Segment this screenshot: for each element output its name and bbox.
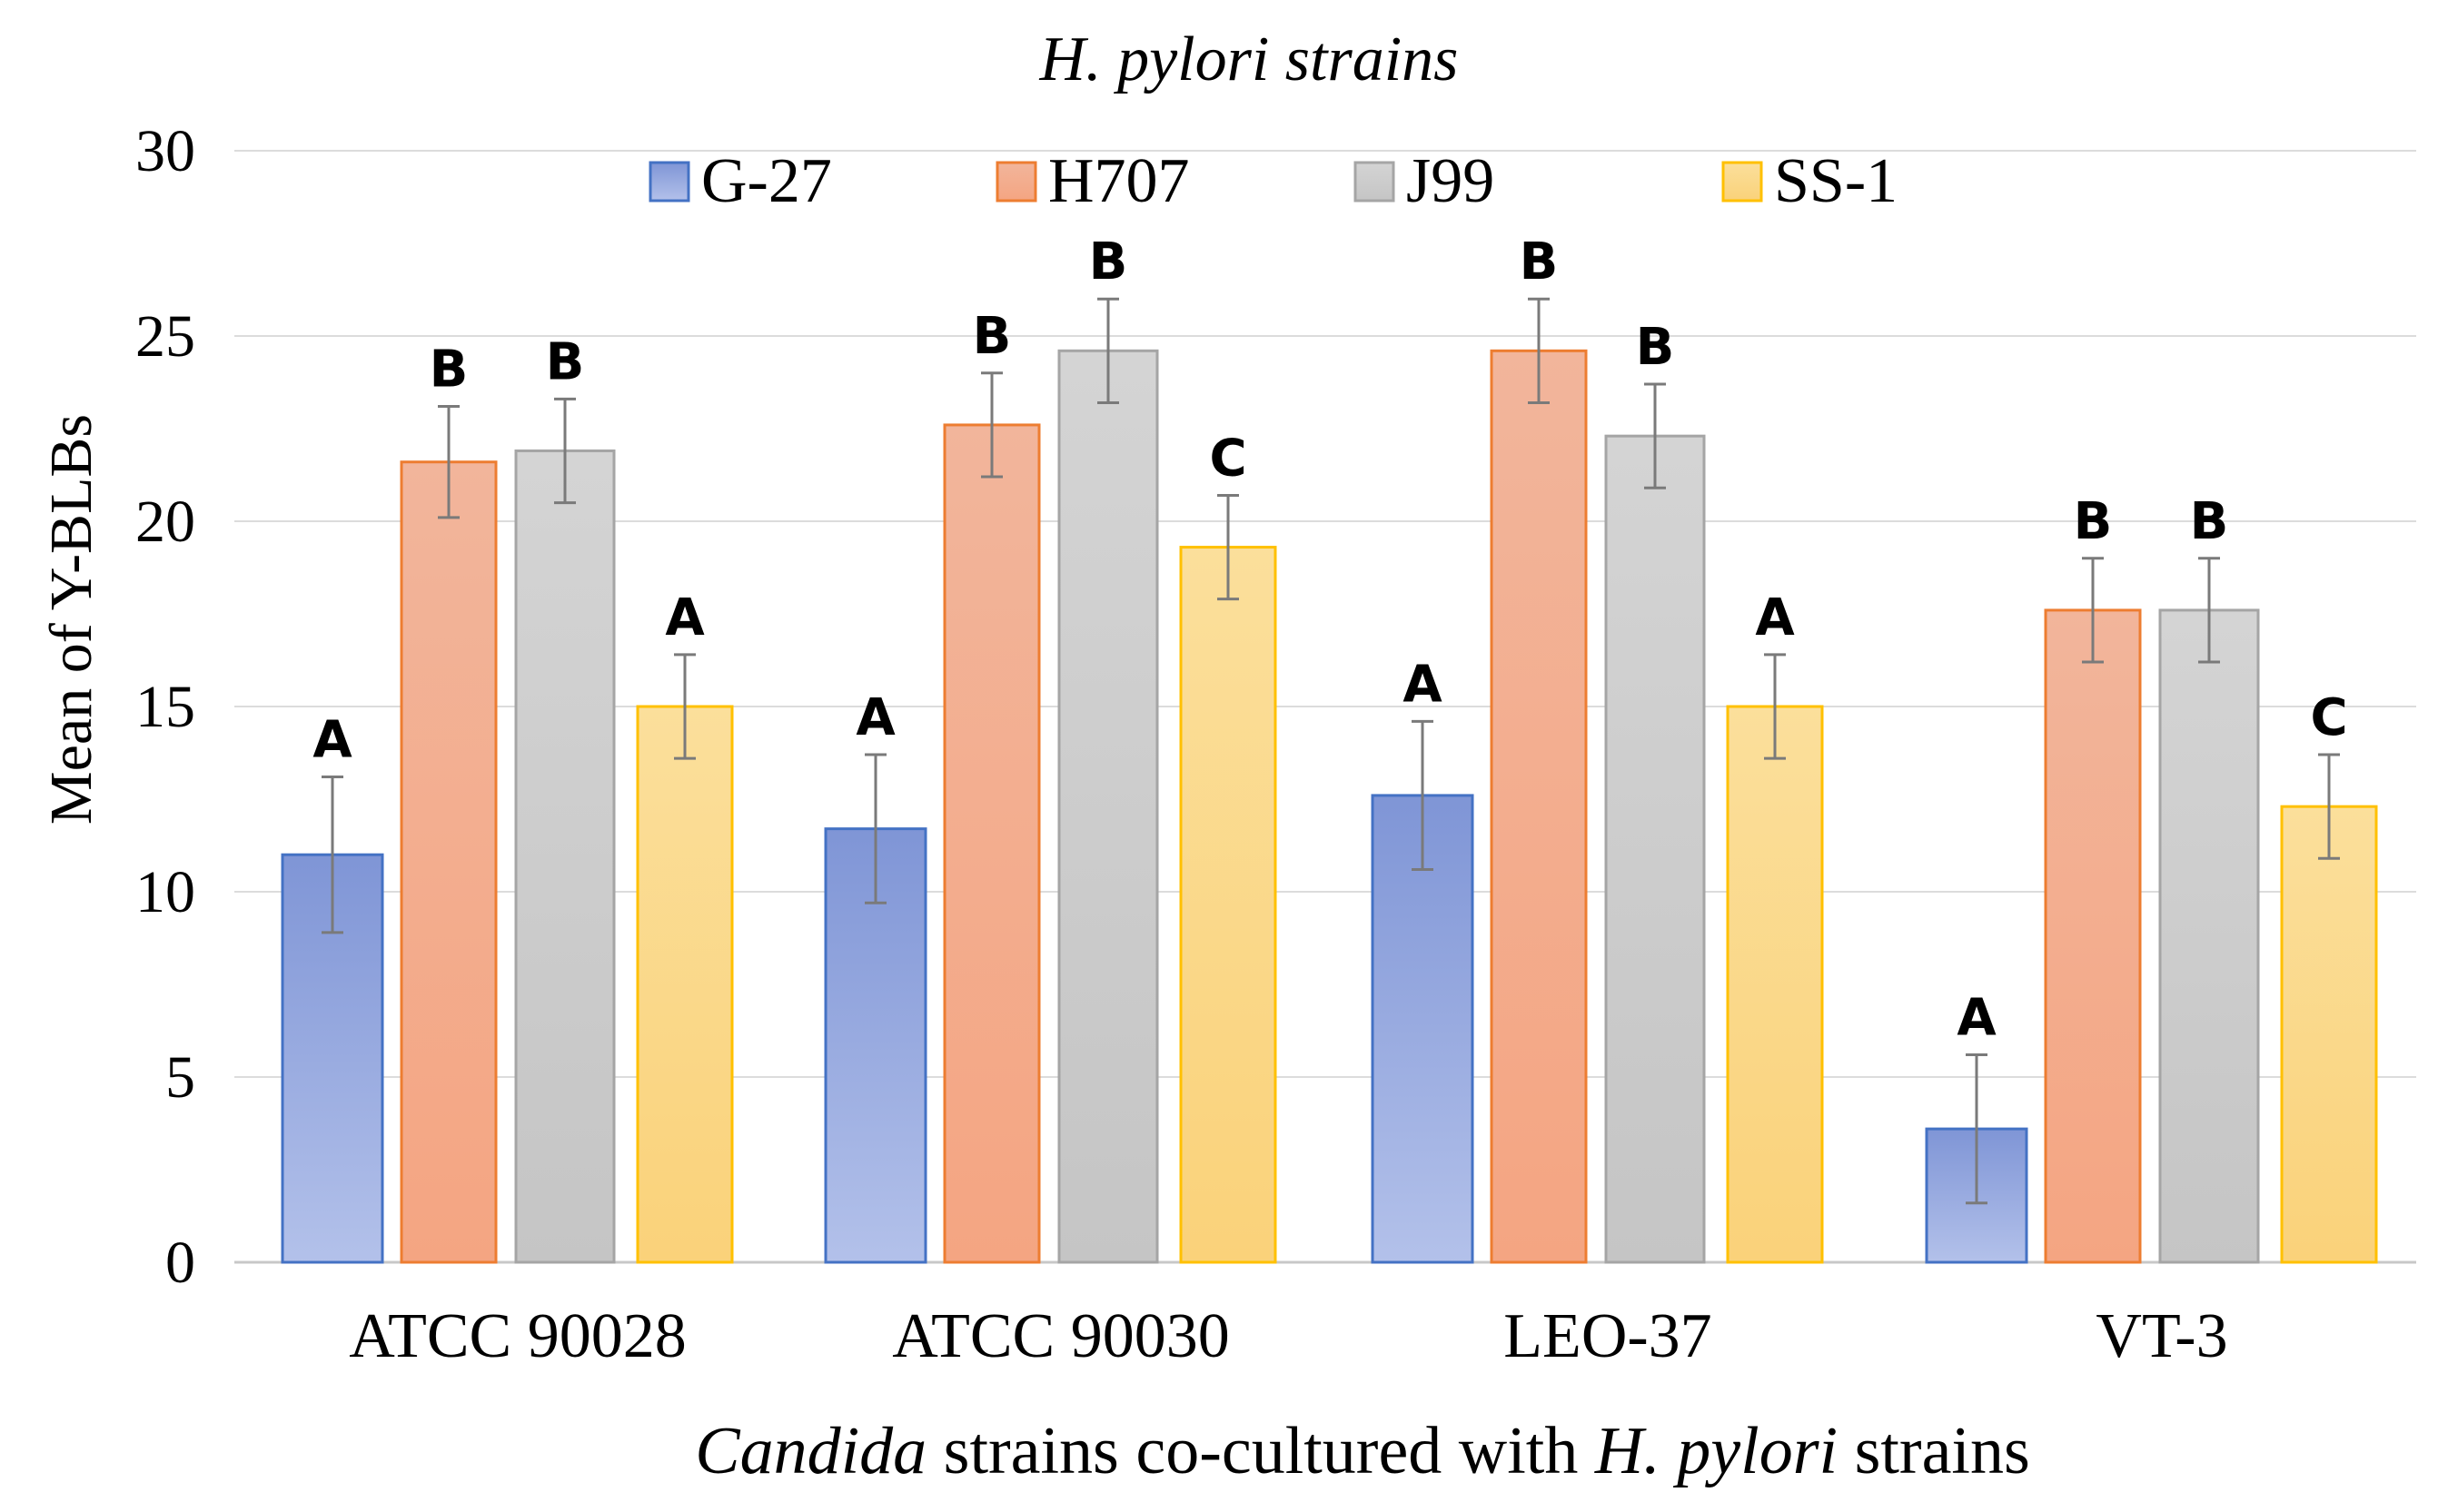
significance-letter: A	[1957, 989, 1997, 1048]
x-axis-label-part-1: strains co-cultured with	[927, 1414, 1595, 1488]
bar-H707-VT-3	[2044, 608, 2142, 1264]
legend-label-SS-1: SS-1	[1774, 146, 1898, 216]
significance-letter: B	[546, 332, 585, 391]
bar-H707-LEO-37	[1490, 349, 1588, 1264]
legend: G-27 H707 J99 SS-1	[649, 146, 1898, 216]
bar-G-27-LEO-37	[1371, 794, 1474, 1264]
significance-letter: B	[1636, 318, 1675, 377]
x-tick-label: ATCC 90028	[349, 1301, 686, 1371]
bar-J99-ATCC 90030	[1057, 349, 1159, 1264]
x-axis-label-part-2: H. pylori	[1594, 1414, 1838, 1488]
y-tick-label: 10	[135, 859, 195, 925]
y-tick-label: 5	[165, 1044, 195, 1111]
bar-H707-ATCC 90028	[400, 460, 498, 1264]
bar-H707-ATCC 90030	[943, 423, 1041, 1264]
bar-J99-LEO-37	[1604, 434, 1706, 1264]
bar-J99-ATCC 90028	[514, 449, 616, 1264]
legend-label-J99: J99	[1406, 146, 1494, 216]
legend-label-G-27: G-27	[701, 146, 832, 216]
x-axis-label-part-0: Candida	[695, 1414, 927, 1488]
legend-swatch-SS-1	[1721, 161, 1763, 203]
y-tick-label: 15	[135, 674, 195, 740]
significance-letter: A	[1755, 588, 1795, 647]
significance-letter: C	[2310, 688, 2347, 747]
bar-SS-1-VT-3	[2280, 805, 2378, 1264]
chart-title: H. pylori strains	[1039, 25, 1459, 94]
axes: 0 5 10 15 20 25 30 ATCC 90028 ATCC 90030 LEO-37 VT…	[135, 118, 2228, 1371]
significance-letter: A	[312, 711, 352, 770]
bar-SS-1-ATCC 90030	[1179, 546, 1277, 1264]
significance-letter: A	[665, 588, 705, 647]
legend-item-H707: H707	[996, 146, 1190, 216]
x-tick-label: LEO-37	[1503, 1301, 1711, 1371]
y-tick-label: 25	[135, 303, 195, 370]
significance-letter: A	[856, 688, 896, 747]
bar-SS-1-LEO-37	[1726, 705, 1824, 1264]
x-tick-label: VT-3	[2096, 1301, 2227, 1371]
significance-letter: B	[430, 341, 469, 400]
significance-letter: C	[1209, 429, 1246, 488]
significance-letter: B	[1089, 232, 1128, 292]
significance-letter: A	[1402, 655, 1442, 714]
significance-letter: B	[973, 307, 1012, 366]
significance-letter: B	[1520, 232, 1559, 292]
legend-swatch-H707	[996, 161, 1037, 203]
significance-letter: B	[2190, 492, 2229, 551]
legend-label-H707: H707	[1048, 146, 1190, 216]
bar-J99-VT-3	[2158, 608, 2260, 1264]
legend-item-SS-1: SS-1	[1721, 146, 1898, 216]
x-axis-label-part-3: strains	[1838, 1414, 2030, 1488]
y-axis-label: Mean of Y-BLBs	[38, 414, 104, 825]
bars	[281, 297, 2378, 1264]
significance-letter: B	[2074, 492, 2113, 551]
legend-item-G-27: G-27	[649, 146, 832, 216]
legend-swatch-G-27	[649, 161, 690, 203]
x-axis-label: Candida strains co-cultured with H. pylo…	[695, 1414, 2030, 1488]
y-tick-label: 30	[135, 118, 195, 184]
x-tick-label: ATCC 90030	[892, 1301, 1229, 1371]
y-tick-label: 20	[135, 489, 195, 555]
legend-item-J99: J99	[1353, 146, 1494, 216]
legend-swatch-J99	[1353, 161, 1395, 203]
bar-SS-1-ATCC 90028	[636, 705, 734, 1264]
y-tick-label: 0	[165, 1230, 195, 1296]
